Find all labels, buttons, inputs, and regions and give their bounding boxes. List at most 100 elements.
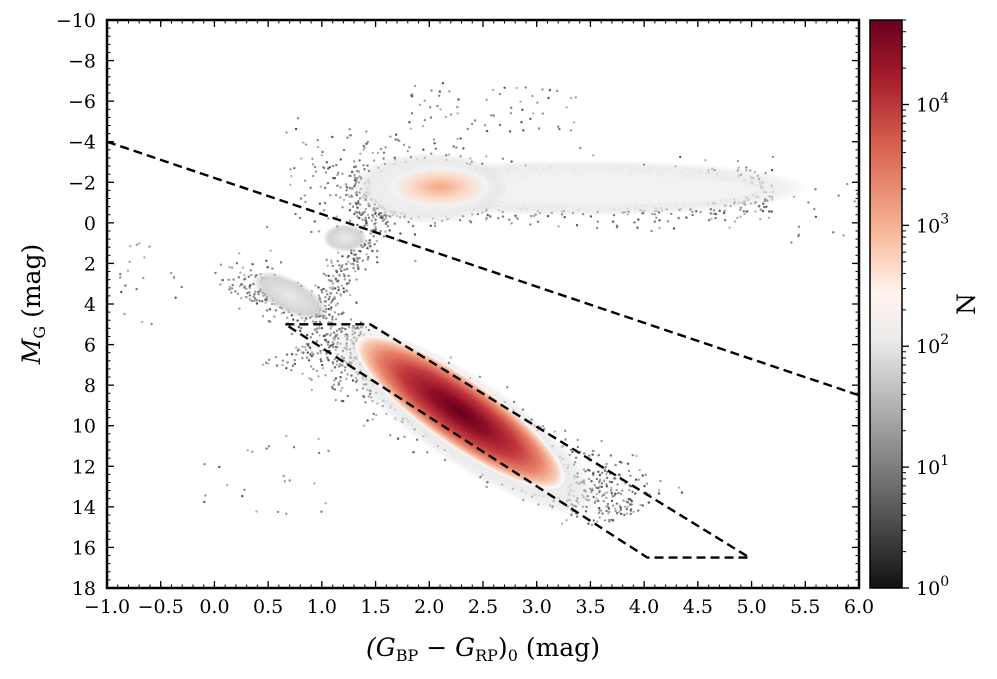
scatter-point [429, 106, 432, 109]
scatter-point [281, 359, 284, 362]
scatter-point [169, 271, 173, 275]
scatter-point [320, 291, 324, 294]
scatter-point [230, 266, 234, 269]
scatter-point [352, 266, 355, 270]
scatter-point [629, 509, 632, 512]
scatter-point [328, 295, 331, 298]
scatter-point [324, 300, 327, 303]
scatter-point [243, 488, 246, 491]
colorbar-tick-label: 104 [916, 90, 949, 116]
scatter-point [271, 267, 274, 270]
scatter-point [714, 217, 717, 220]
scatter-point [591, 472, 595, 475]
scatter-point [394, 133, 398, 136]
scatter-point [832, 231, 835, 234]
scatter-point [321, 363, 324, 367]
scatter-point [363, 146, 366, 149]
scatter-point [246, 449, 249, 452]
scatter-point [320, 343, 323, 346]
scatter-point [327, 279, 331, 282]
scatter-point [317, 375, 320, 378]
scatter-point [353, 173, 356, 177]
scatter-point [680, 491, 684, 494]
scatter-point [485, 155, 488, 158]
scatter-point [317, 145, 320, 149]
colorbar: 100 101 102 103 104 N [869, 19, 981, 600]
scatter-point [612, 518, 615, 522]
scatter-point [336, 302, 339, 305]
y-tick-label: −2 [68, 172, 96, 194]
scatter-point [609, 454, 612, 457]
scatter-point [610, 481, 614, 484]
scatter-point [346, 290, 349, 293]
y-label-sub: G [30, 326, 49, 339]
scatter-point [285, 131, 288, 134]
scatter-point [623, 482, 627, 485]
scatter-point [248, 298, 252, 301]
scatter-point [265, 259, 268, 262]
scatter-point [736, 216, 739, 220]
scatter-point [231, 283, 234, 287]
scatter-point [297, 325, 300, 329]
scatter-point [790, 241, 793, 244]
scatter-point [243, 274, 246, 277]
scatter-point [358, 216, 361, 220]
scatter-point [643, 484, 646, 488]
scatter-point [462, 147, 465, 150]
scatter-point [615, 502, 619, 505]
scatter-point [617, 473, 621, 476]
scatter-point [637, 218, 640, 221]
scatter-point [299, 329, 302, 333]
scatter-point [765, 205, 768, 208]
scatter-point [685, 216, 688, 219]
scatter-point [119, 273, 122, 276]
scatter-point [280, 312, 284, 315]
scatter-point [261, 315, 265, 318]
scatter-point [572, 121, 576, 124]
scatter-point [529, 117, 532, 121]
scatter-point [238, 284, 241, 288]
scatter-point [634, 478, 638, 481]
scatter-point [320, 360, 323, 363]
scatter-point [372, 412, 375, 416]
colorbar-label: N [952, 293, 981, 315]
scatter-point [344, 183, 348, 186]
scatter-point [326, 182, 330, 185]
upper-ms-blob [252, 271, 328, 321]
scatter-point [265, 447, 268, 450]
scatter-point [548, 88, 552, 92]
scatter-point [347, 274, 350, 277]
scatter-point [629, 498, 632, 501]
scatter-point [677, 486, 681, 489]
scatter-point [355, 211, 359, 214]
scatter-point [658, 219, 661, 222]
scatter-point [268, 358, 271, 361]
scatter-point [349, 174, 352, 178]
scatter-point [336, 184, 339, 187]
scatter-point [346, 136, 349, 139]
scatter-point [430, 89, 433, 92]
scatter-point [355, 259, 358, 262]
scatter-point [659, 479, 662, 483]
scatter-point [334, 398, 337, 402]
scatter-point [797, 233, 801, 236]
scatter-point [324, 186, 327, 190]
colorbar-tick-label: 100 [916, 574, 949, 600]
scatter-point [372, 159, 376, 162]
scatter-point [351, 262, 355, 265]
scatter-point [516, 217, 519, 221]
scatter-point [227, 278, 230, 281]
y-tick-label: −4 [68, 132, 96, 154]
scatter-point [402, 143, 406, 147]
scatter-point [603, 519, 607, 522]
scatter-point [339, 158, 342, 161]
scatter-point [704, 159, 707, 162]
scatter-point [631, 454, 634, 457]
scatter-point [386, 225, 390, 228]
y-label-unit: (mag) [17, 244, 46, 326]
scatter-point [618, 510, 621, 514]
scatter-point [339, 267, 342, 270]
scatter-point [433, 224, 437, 227]
scatter-point [251, 263, 254, 266]
scatter-point [290, 332, 294, 336]
